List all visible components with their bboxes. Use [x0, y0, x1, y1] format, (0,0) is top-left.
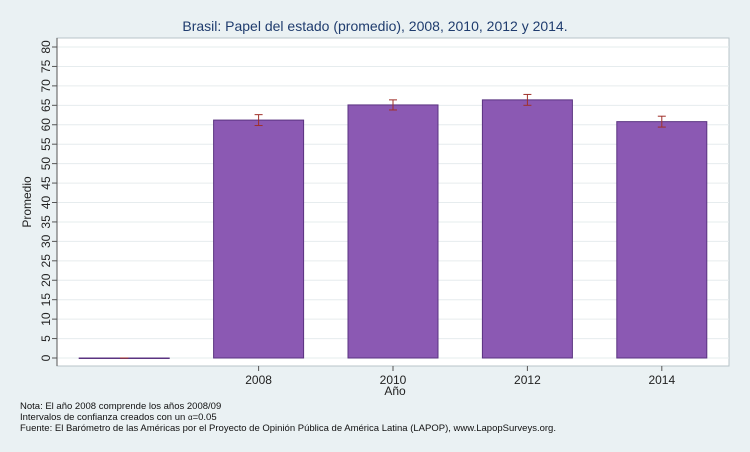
note-alpha: α [187, 413, 193, 422]
y-axis-label: Promedio [20, 176, 34, 228]
x-tick-label-2010: 2010 [380, 373, 407, 387]
note-confidence-suffix: =0.05 [192, 412, 217, 423]
y-tick-label-40: 40 [39, 196, 53, 210]
y-tick-label-60: 60 [39, 118, 53, 132]
y-tick-label-65: 65 [39, 98, 53, 112]
y-tick-label-35: 35 [39, 215, 53, 229]
y-axis: 0 5 10 15 20 25 30 35 40 45 50 55 60 65 70 75 80 [39, 38, 58, 366]
x-axis: 2008 2010 2012 2014 [245, 366, 675, 387]
y-tick-label-20: 20 [39, 273, 53, 287]
bar-2010 [347, 104, 439, 359]
y-tick-label-15: 15 [39, 293, 53, 307]
x-tick-label-2014: 2014 [648, 373, 675, 387]
y-tick-label-75: 75 [39, 59, 53, 73]
bar-2014 [616, 121, 708, 359]
note-source: Fuente: El Barómetro de las Américas por… [20, 423, 556, 434]
errorbar-layer [120, 93, 666, 359]
chart-title: Brasil: Papel del estado (promedio), 200… [182, 18, 567, 34]
y-tick-label-45: 45 [39, 176, 53, 190]
x-axis-label: Año [384, 384, 406, 398]
y-tick-label-25: 25 [39, 254, 53, 268]
bar-2012 [481, 99, 573, 359]
y-tick-label-5: 5 [39, 335, 53, 342]
y-tick-label-70: 70 [39, 79, 53, 93]
note-confidence: Intervalos de confianza creados con un α… [20, 412, 217, 423]
y-tick-label-50: 50 [39, 157, 53, 171]
x-tick-label-2008: 2008 [245, 373, 272, 387]
y-tick-label-10: 10 [39, 312, 53, 326]
y-tick-label-55: 55 [39, 137, 53, 151]
note-year: Nota: El año 2008 comprende los años 200… [20, 401, 222, 412]
y-tick-label-30: 30 [39, 234, 53, 248]
y-tick-label-80: 80 [39, 40, 53, 54]
bar-layer [78, 99, 708, 359]
x-tick-label-2012: 2012 [514, 373, 541, 387]
note-confidence-prefix: Intervalos de confianza creados con un [20, 412, 188, 423]
y-tick-label-0: 0 [39, 354, 53, 361]
bar-2008 [213, 119, 305, 359]
